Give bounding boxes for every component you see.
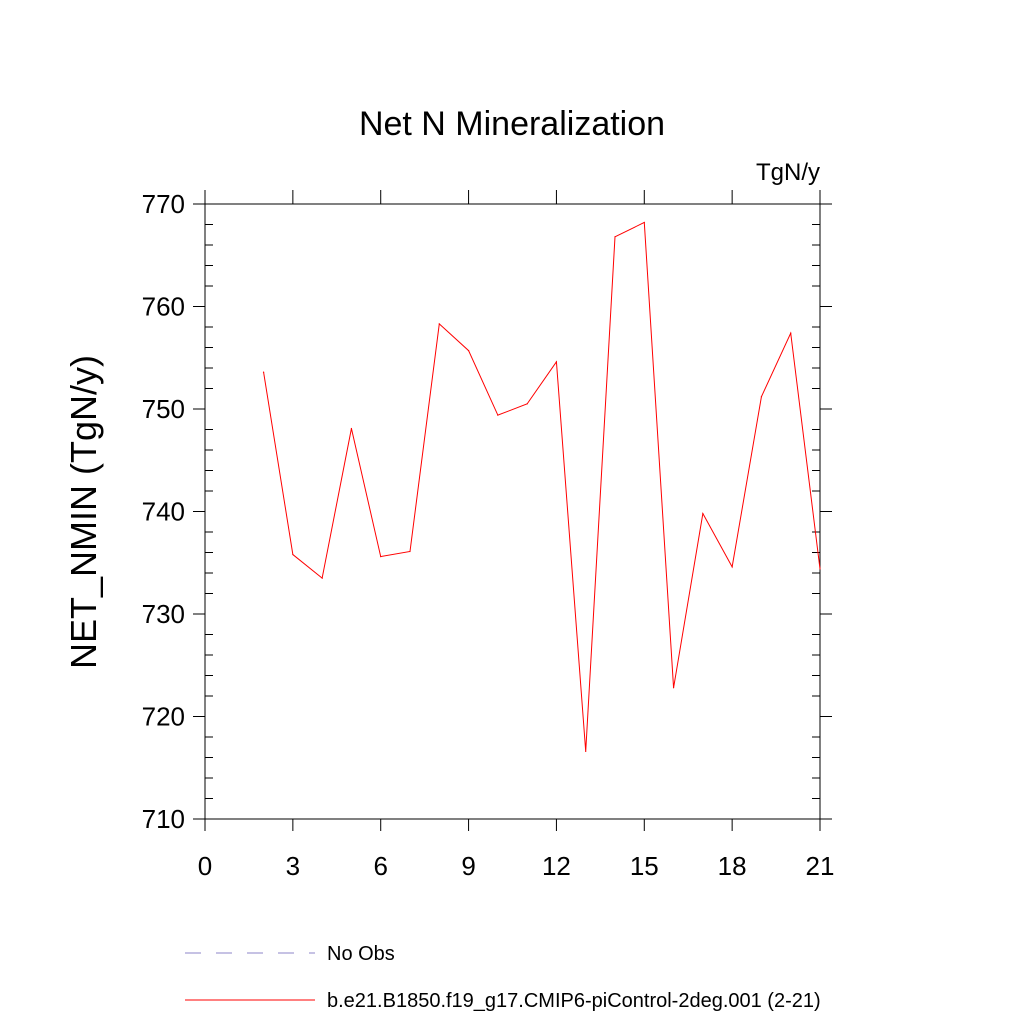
data-point — [819, 568, 821, 570]
y-tick-label: 710 — [142, 804, 185, 834]
series-line-1 — [263, 221, 821, 752]
plot-frame — [204, 203, 821, 820]
x-tick-label: 18 — [718, 851, 747, 881]
data-point — [321, 577, 323, 579]
x-tick-label: 6 — [373, 851, 387, 881]
data-point — [672, 687, 675, 689]
legend-label-1: b.e21.B1850.f19_g17.CMIP6-piControl-2deg… — [327, 990, 821, 1012]
x-tick-label: 15 — [630, 851, 659, 881]
data-point — [731, 566, 733, 568]
data-point — [702, 512, 704, 515]
y-tick-label: 760 — [142, 292, 185, 322]
units-label: TgN/y — [756, 159, 820, 186]
data-point — [585, 750, 587, 752]
series-group — [262, 221, 821, 752]
data-point — [380, 556, 382, 558]
y-tick-label: 750 — [142, 394, 185, 424]
data-point — [409, 550, 411, 553]
data-point — [497, 414, 499, 416]
data-point — [614, 236, 616, 238]
data-point — [643, 221, 645, 224]
x-tick-label: 9 — [461, 851, 475, 881]
data-point — [438, 323, 440, 325]
data-point — [790, 332, 792, 334]
y-axis-label: NET_NMIN (TgN/y) — [63, 355, 104, 669]
chart-title: Net N Mineralization — [359, 105, 665, 143]
x-tick-label: 12 — [542, 851, 571, 881]
x-tick-label: 3 — [286, 851, 300, 881]
data-point — [526, 403, 528, 405]
data-point — [555, 361, 558, 363]
legend: No Obs b.e21.B1850.f19_g17.CMIP6-piContro… — [185, 943, 821, 1012]
data-point — [262, 371, 265, 373]
axes-group: 710 720 730 740 750 760 770 0 3 6 9 12 15 18 21 — [142, 189, 835, 881]
y-tick-label: 740 — [142, 497, 185, 527]
y-tick-label: 720 — [142, 702, 185, 732]
legend-label-0: No Obs — [327, 943, 395, 965]
data-point — [467, 349, 470, 352]
y-tick-label: 730 — [142, 599, 185, 629]
y-tick-label: 770 — [142, 189, 185, 219]
data-point — [350, 427, 353, 430]
x-tick-label: 0 — [198, 851, 212, 881]
x-tick-label: 21 — [806, 851, 835, 881]
data-point — [292, 553, 294, 556]
data-point — [760, 396, 763, 398]
